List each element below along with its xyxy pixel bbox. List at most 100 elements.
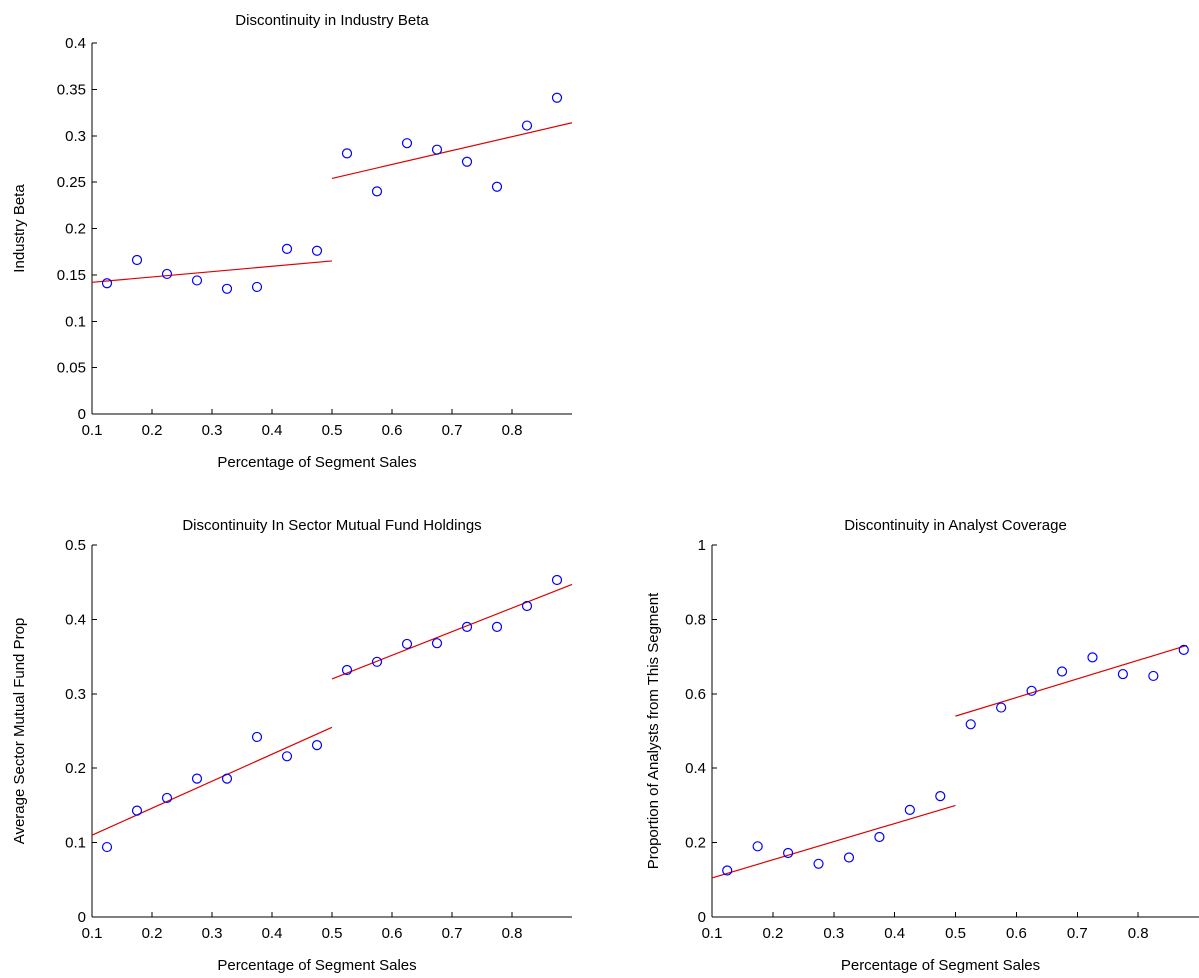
data-point (1087, 652, 1098, 663)
data-point (1148, 670, 1159, 682)
y-tick-label: 0.15 (57, 267, 86, 284)
data-point (251, 731, 263, 743)
data-point (491, 621, 503, 632)
data-point (101, 841, 113, 853)
x-tick-label: 0.8 (1128, 925, 1149, 942)
fit-line-segment (955, 644, 1188, 717)
y-tick-label: 0.4 (65, 35, 86, 52)
data-point (521, 600, 533, 612)
data-point (904, 804, 915, 815)
x-tick-label: 0.7 (442, 925, 463, 942)
data-point (813, 858, 824, 869)
x-tick-label: 0.4 (262, 422, 283, 439)
y-tick-label: 0.8 (685, 611, 706, 628)
data-point (281, 751, 293, 762)
data-point (341, 148, 353, 159)
y-tick-label: 0 (78, 909, 86, 926)
x-tick-label: 0.2 (142, 422, 163, 439)
y-tick-label: 0.2 (65, 221, 86, 238)
data-point (965, 719, 976, 730)
x-tick-label: 0.5 (322, 925, 343, 942)
chart-1: Discontinuity in Industry Beta 0.1 0.2 0.3 0… (11, 12, 573, 471)
data-point (401, 638, 413, 650)
chart-title: Discontinuity in Industry Beta (235, 12, 429, 29)
data-point (371, 186, 383, 197)
y-tick-label: 0.3 (65, 128, 86, 145)
data-point (521, 120, 533, 131)
x-tick-label: 0.1 (82, 925, 103, 942)
y-tick-label: 0.6 (685, 686, 706, 703)
data-point (996, 702, 1007, 713)
x-tick-label: 0.8 (502, 925, 523, 942)
y-tick-label: 0.2 (65, 760, 86, 777)
data-point (1056, 666, 1068, 677)
data-point (431, 144, 443, 155)
y-tick-label: 0 (78, 406, 86, 423)
data-point (1178, 644, 1189, 656)
data-point (1026, 685, 1037, 696)
data-point (935, 790, 946, 802)
data-point (251, 281, 263, 293)
x-tick-label: 0.3 (202, 422, 223, 439)
fit-line-segment (711, 804, 956, 879)
fit-line-segment (331, 122, 573, 179)
y-tick-label: 0.25 (57, 174, 86, 191)
chart-2: Discontinuity In Sector Mutual Fund Hold… (11, 517, 573, 974)
y-tick-label: 0.4 (685, 760, 706, 777)
x-tick-label: 0.6 (1006, 925, 1027, 942)
y-tick-label: 0.05 (57, 360, 86, 377)
data-point (461, 156, 473, 167)
chart-title: Discontinuity In Sector Mutual Fund Hold… (182, 517, 481, 534)
x-tick-label: 0.1 (702, 925, 723, 942)
x-tick-label: 0.3 (823, 925, 844, 942)
y-tick-label: 0.3 (65, 686, 86, 703)
x-tick-label: 0.4 (884, 925, 905, 942)
y-axis-label: Proportion of Analysts from This Segment (645, 592, 662, 869)
y-tick-label: 0.1 (65, 313, 86, 330)
x-tick-label: 0.2 (762, 925, 783, 942)
fit-line-segment (91, 726, 333, 836)
fit-line-segment (331, 583, 573, 680)
x-axis-label: Percentage of Segment Sales (841, 957, 1040, 974)
data-point (722, 865, 733, 876)
x-tick-label: 0.8 (502, 422, 523, 439)
x-tick-label: 0.6 (382, 422, 403, 439)
y-tick-label: 0.1 (65, 835, 86, 852)
fit-line-segment (91, 260, 333, 283)
y-tick-label: 0 (698, 909, 706, 926)
data-point (491, 181, 503, 192)
x-tick-label: 0.4 (262, 925, 283, 942)
x-tick-label: 0.1 (82, 422, 103, 439)
data-point (371, 656, 383, 667)
data-point (1117, 668, 1129, 680)
data-point (843, 852, 855, 863)
data-point (191, 275, 203, 286)
x-tick-label: 0.5 (322, 422, 343, 439)
data-point (311, 245, 323, 256)
data-point (551, 574, 563, 586)
data-point (461, 621, 473, 632)
data-point (281, 243, 293, 255)
x-axis-label: Percentage of Segment Sales (217, 454, 416, 471)
data-point (101, 278, 113, 289)
y-tick-label: 0.2 (685, 835, 706, 852)
x-tick-label: 0.7 (1067, 925, 1088, 942)
y-tick-label: 0.4 (65, 611, 86, 628)
data-point (341, 664, 353, 676)
data-point (874, 831, 885, 843)
y-axis-label: Average Sector Mutual Fund Prop (11, 618, 28, 845)
x-tick-label: 0.2 (142, 925, 163, 942)
data-point (311, 740, 323, 751)
data-point (431, 638, 443, 649)
chart-title: Discontinuity in Analyst Coverage (844, 517, 1067, 534)
y-axis-label: Industry Beta (11, 184, 28, 273)
data-point (551, 92, 563, 103)
data-point (191, 773, 203, 784)
y-tick-label: 0.5 (65, 537, 86, 554)
x-tick-label: 0.3 (202, 925, 223, 942)
y-tick-label: 0.35 (57, 81, 86, 98)
data-point (221, 773, 233, 784)
x-tick-label: 0.7 (442, 422, 463, 439)
data-point (782, 847, 794, 859)
